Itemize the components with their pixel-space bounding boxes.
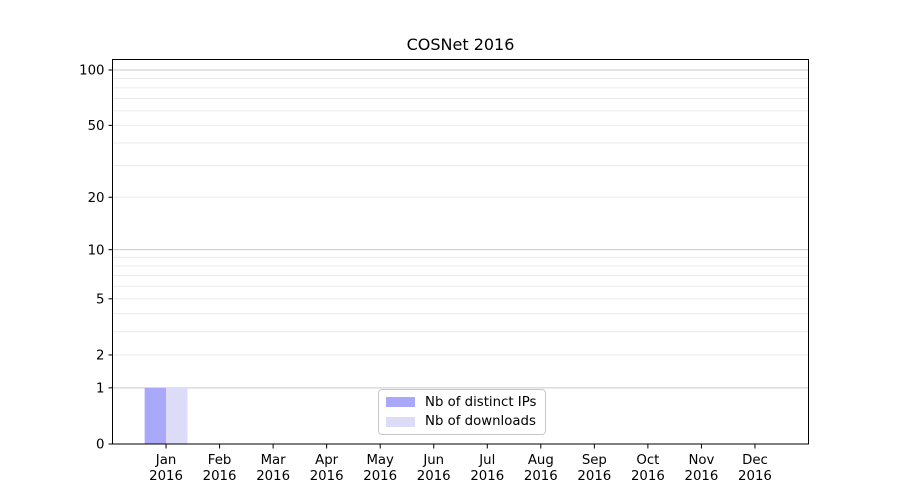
x-tick-label-year: 2016 xyxy=(256,469,290,484)
x-tick-label-year: 2016 xyxy=(524,469,558,484)
y-tick-label: 2 xyxy=(96,349,104,364)
x-tick-label-year: 2016 xyxy=(470,469,504,484)
x-tick-label-month: Aug xyxy=(528,453,554,468)
x-tick-label-year: 2016 xyxy=(363,469,397,484)
x-tick-label-month: Nov xyxy=(688,453,714,468)
legend-label-downloads: Nb of downloads xyxy=(425,413,536,429)
plot-border xyxy=(112,59,809,445)
y-tick-label: 100 xyxy=(79,64,104,79)
x-tick-label-month: Sep xyxy=(582,453,607,468)
y-tick-label: 1 xyxy=(96,381,104,396)
x-tick-label-month: Jun xyxy=(422,453,444,468)
legend-swatch-downloads xyxy=(386,416,415,427)
x-tick-label-month: Apr xyxy=(315,453,339,468)
y-tick-label: 10 xyxy=(88,243,105,258)
x-tick-label-month: Mar xyxy=(261,453,287,468)
bar-nb-of-downloads-jan xyxy=(166,387,188,444)
x-tick-label-month: Oct xyxy=(636,453,659,468)
x-tick-label-year: 2016 xyxy=(149,469,183,484)
bar-nb-of-distinct-ips-jan xyxy=(144,387,167,444)
y-tick-label: 20 xyxy=(88,191,105,206)
legend-swatch-distinct-ips xyxy=(386,397,415,408)
x-tick-label-month: Feb xyxy=(208,453,232,468)
x-tick-label-year: 2016 xyxy=(577,469,611,484)
x-tick-label-month: Jul xyxy=(478,453,495,468)
x-tick-label-year: 2016 xyxy=(685,469,719,484)
x-tick-label-year: 2016 xyxy=(417,469,451,484)
legend: Nb of distinct IPs Nb of downloads xyxy=(378,389,546,435)
x-tick-label-year: 2016 xyxy=(203,469,237,484)
x-tick-label-month: Jan xyxy=(155,453,177,468)
legend-item-distinct-ips: Nb of distinct IPs xyxy=(386,394,545,410)
x-tick-label-year: 2016 xyxy=(631,469,665,484)
y-tick-label: 5 xyxy=(96,292,104,307)
x-tick-label-year: 2016 xyxy=(310,469,344,484)
legend-item-downloads: Nb of downloads xyxy=(386,415,545,428)
legend-label-distinct-ips: Nb of distinct IPs xyxy=(425,394,537,410)
chart-title: COSNet 2016 xyxy=(406,35,515,54)
x-tick-label-year: 2016 xyxy=(738,469,772,484)
x-tick-label-month: May xyxy=(366,453,394,468)
y-tick-label: 0 xyxy=(96,438,104,453)
x-tick-label-month: Dec xyxy=(742,453,768,468)
y-tick-label: 50 xyxy=(88,119,105,134)
